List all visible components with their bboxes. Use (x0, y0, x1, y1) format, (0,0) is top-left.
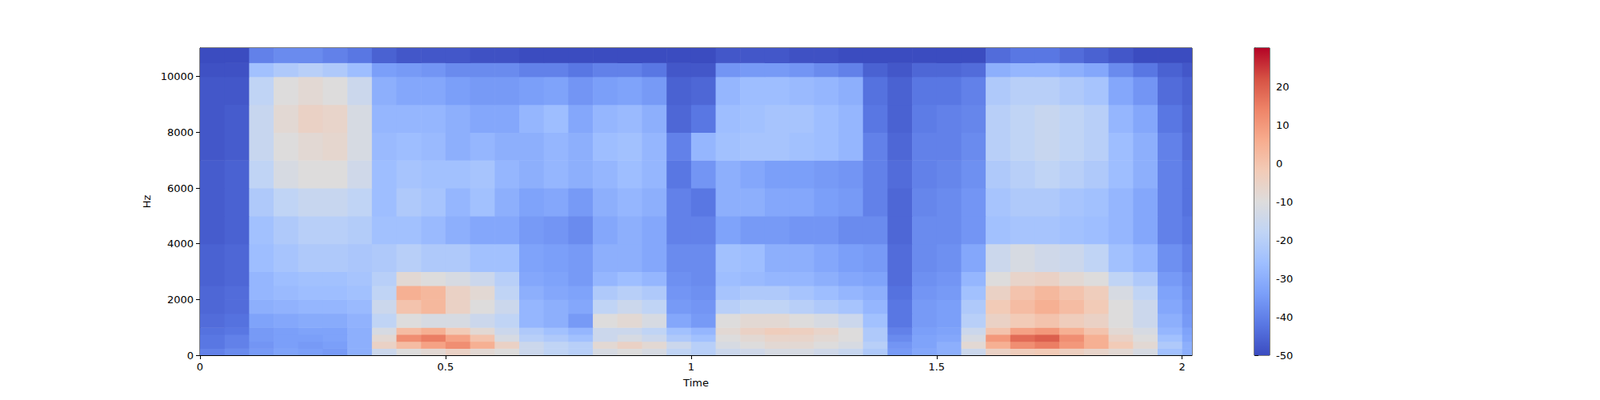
svg-text:2000: 2000 (167, 293, 194, 306)
svg-text:-40: -40 (1276, 311, 1293, 324)
svg-text:0: 0 (187, 349, 194, 362)
svg-text:2: 2 (1179, 360, 1186, 373)
svg-text:20: 20 (1276, 80, 1290, 93)
svg-text:0: 0 (1276, 157, 1283, 170)
svg-text:-30: -30 (1276, 272, 1293, 285)
svg-text:6000: 6000 (167, 182, 194, 195)
svg-text:8000: 8000 (167, 126, 194, 139)
svg-text:1.5: 1.5 (928, 360, 945, 373)
svg-text:Hz: Hz (140, 195, 153, 209)
svg-text:10000: 10000 (160, 70, 194, 83)
svg-text:-10: -10 (1276, 196, 1293, 208)
svg-text:4000: 4000 (167, 237, 194, 250)
svg-text:-20: -20 (1276, 234, 1293, 247)
svg-text:Time: Time (682, 376, 709, 389)
svg-text:10: 10 (1276, 119, 1290, 132)
svg-text:-50: -50 (1276, 349, 1293, 362)
svg-text:1: 1 (688, 360, 695, 373)
svg-text:0.5: 0.5 (437, 360, 455, 373)
svg-text:0: 0 (196, 360, 204, 373)
